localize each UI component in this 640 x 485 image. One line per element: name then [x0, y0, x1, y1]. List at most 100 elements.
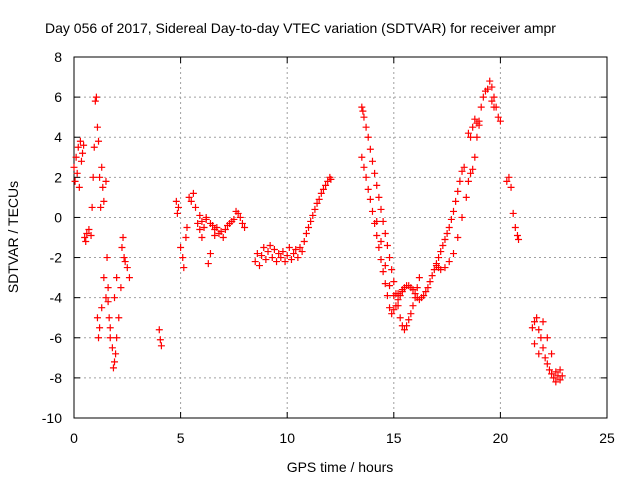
data-point: [185, 193, 193, 201]
data-point: [373, 217, 381, 225]
data-point: [422, 288, 430, 296]
data-point: [120, 254, 128, 262]
data-point: [100, 274, 108, 282]
data-point: [447, 215, 455, 223]
y-tick-label: 0: [54, 209, 62, 225]
data-point: [268, 254, 276, 262]
data-point: [388, 266, 396, 274]
data-point: [119, 234, 127, 241]
data-point: [95, 137, 103, 145]
data-point: [198, 234, 206, 241]
data-point: [411, 290, 419, 298]
data-point: [471, 115, 479, 123]
data-point: [196, 225, 204, 233]
data-point: [290, 250, 298, 258]
data-point: [513, 231, 521, 239]
data-point: [428, 272, 436, 280]
x-tick-label: 25: [599, 430, 615, 446]
data-point: [97, 203, 105, 211]
data-point: [92, 93, 100, 101]
data-point: [488, 83, 496, 91]
data-point: [105, 314, 113, 322]
data-point: [236, 213, 244, 221]
data-point: [317, 189, 325, 197]
data-point: [362, 173, 370, 181]
data-point: [182, 234, 190, 241]
data-point: [77, 157, 85, 165]
data-point: [123, 264, 131, 272]
data-point: [535, 350, 543, 358]
chart-title: Day 056 of 2017, Sidereal Day-to-day VTE…: [45, 20, 556, 36]
data-point: [556, 366, 564, 374]
data-point: [211, 225, 219, 233]
data-point: [183, 223, 191, 231]
data-point: [484, 85, 492, 93]
data-point: [172, 197, 180, 205]
data-point: [96, 173, 104, 181]
data-point: [394, 296, 402, 304]
data-point: [360, 113, 368, 121]
data-point: [109, 364, 117, 372]
data-point: [373, 231, 381, 239]
data-point: [219, 234, 227, 241]
data-point: [426, 278, 434, 286]
data-point: [277, 254, 285, 262]
data-point: [528, 324, 536, 332]
data-point: [319, 185, 327, 193]
data-point: [230, 215, 238, 223]
y-tick-label: -2: [50, 250, 63, 266]
data-point: [377, 256, 385, 264]
data-point: [294, 254, 302, 262]
data-point: [449, 207, 457, 215]
data-point: [198, 217, 206, 225]
data-point: [305, 223, 313, 231]
data-point: [104, 298, 112, 306]
data-point: [85, 225, 93, 233]
data-point: [103, 254, 111, 262]
y-axis-label: SDTVAR / TECUs: [5, 181, 21, 293]
data-point: [381, 229, 389, 237]
data-point: [270, 246, 278, 254]
data-point: [358, 103, 366, 111]
y-tick-label: -8: [50, 370, 63, 386]
data-point: [386, 304, 394, 312]
data-point: [104, 284, 112, 292]
data-point: [503, 177, 511, 185]
axis-ticks: 0 5 10 15 20 25 -10 -8 -6 -4 -2 0 2 4 6 8: [42, 49, 615, 446]
data-point: [490, 93, 498, 101]
data-point: [460, 163, 468, 171]
data-point: [255, 262, 263, 270]
data-point: [405, 316, 413, 324]
data-point: [300, 238, 308, 246]
data-point: [102, 177, 110, 185]
data-point: [413, 284, 421, 292]
data-point: [381, 262, 389, 270]
data-point: [403, 322, 411, 330]
data-point: [241, 223, 249, 231]
data-point: [486, 77, 494, 85]
data-point: [386, 254, 394, 262]
data-point: [98, 304, 106, 312]
data-point: [373, 181, 381, 189]
data-point: [452, 197, 460, 205]
data-point: [390, 306, 398, 314]
data-point: [111, 294, 119, 302]
data-point: [322, 181, 330, 189]
data-point: [262, 256, 270, 264]
data-point: [488, 97, 496, 105]
data-point: [441, 236, 449, 244]
data-point: [479, 93, 487, 101]
data-point: [556, 376, 564, 384]
data-point: [102, 294, 110, 302]
data-point: [275, 250, 283, 258]
data-point: [471, 153, 479, 161]
data-point: [234, 209, 242, 217]
data-point: [189, 189, 197, 197]
data-point: [87, 231, 95, 239]
data-point: [112, 350, 120, 358]
y-tick-label: -4: [50, 290, 63, 306]
data-point: [458, 167, 466, 175]
data-point: [533, 314, 541, 322]
x-tick-label: 15: [386, 430, 402, 446]
data-point: [377, 205, 385, 213]
